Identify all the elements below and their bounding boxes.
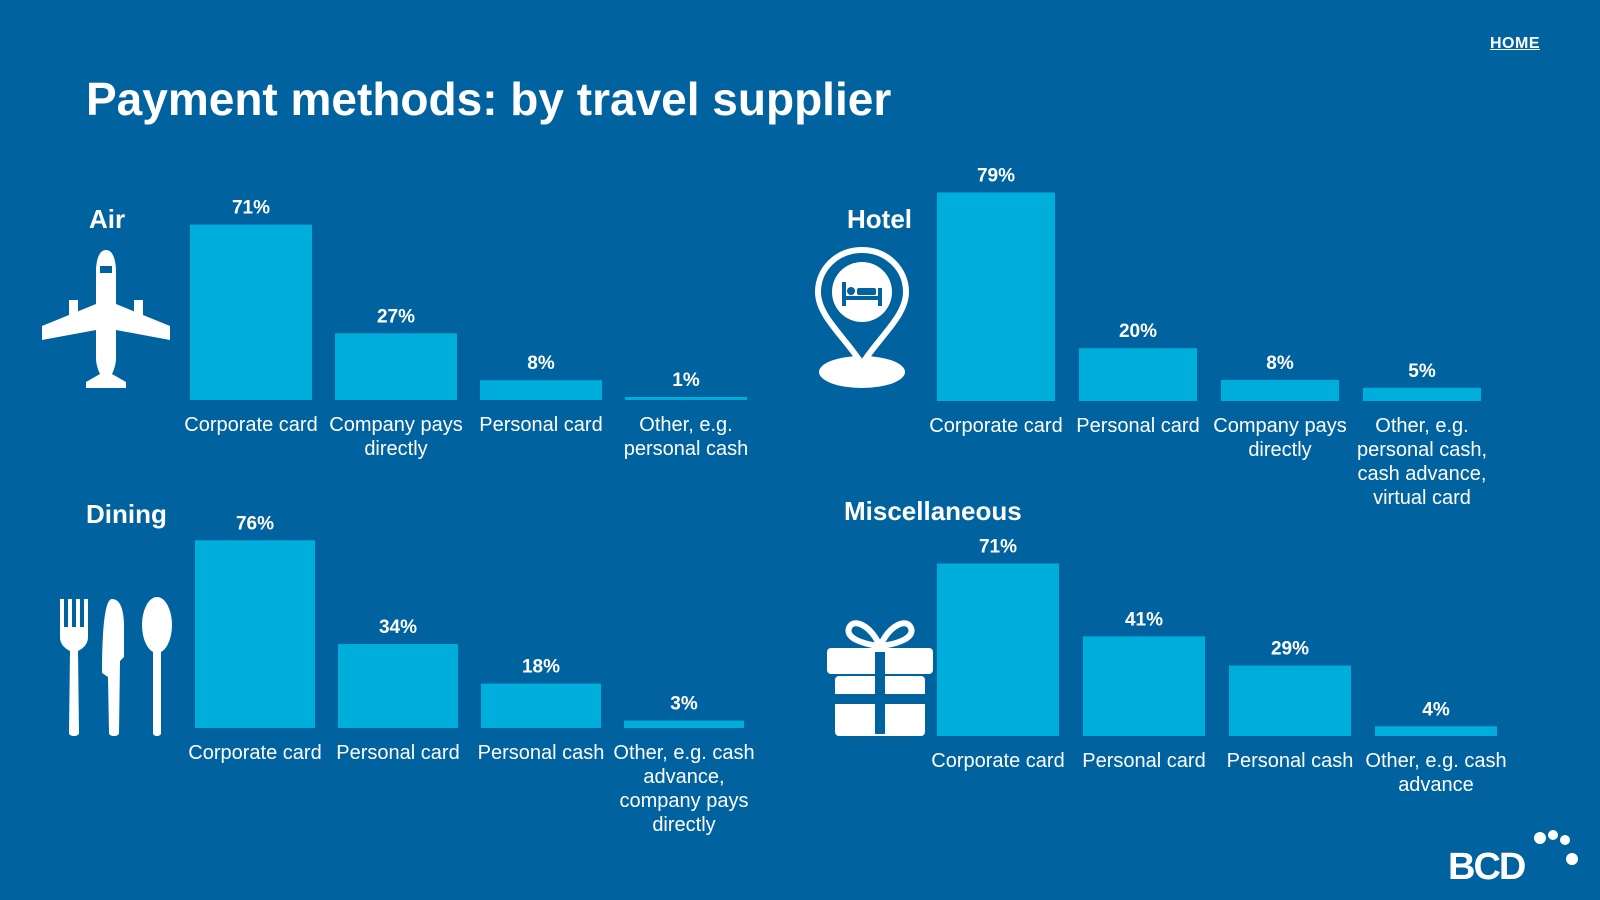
miscellaneous-value-label-1: 71%	[979, 536, 1017, 557]
dining-category-label-2: Personal card	[336, 742, 459, 764]
air-panel: Air 71% Corporate card 27% Company pays dire…	[0, 0, 800, 480]
hotel-bar-3	[1221, 379, 1339, 401]
miscellaneous-value-label-3: 29%	[1271, 639, 1309, 660]
air-value-label-3: 8%	[527, 353, 555, 374]
air-bar-4	[625, 397, 747, 400]
air-chart: 71% Corporate card 27% Company pays directly…	[184, 198, 749, 460]
miscellaneous-category-label-4: Other, e.g. cash advance	[1365, 750, 1506, 796]
dining-value-label-3: 18%	[522, 657, 560, 678]
miscellaneous-category-label-1: Corporate card	[931, 750, 1064, 772]
dining-bar-3	[481, 683, 601, 728]
air-title: Air	[89, 204, 126, 234]
home-link[interactable]: HOME	[1490, 35, 1540, 52]
hotel-category-label-2: Personal card	[1076, 415, 1199, 437]
dining-category-label-4: Other, e.g. cash advance, company pays dire…	[613, 742, 754, 836]
gift-icon	[825, 618, 935, 738]
dining-title: Dining	[86, 499, 167, 529]
miscellaneous-panel: Miscellaneous 71% Corporate card 41% Person…	[800, 480, 1600, 820]
miscellaneous-title: Miscellaneous	[844, 496, 1022, 526]
air-category-label-4: Other, e.g. personal cash	[624, 414, 749, 460]
miscellaneous-bar-4	[1375, 726, 1497, 736]
air-value-label-2: 27%	[377, 306, 415, 327]
dining-chart: 76% Corporate card 34% Personal card 18% Pers…	[188, 513, 754, 836]
dining-category-label-3: Personal cash	[478, 742, 605, 764]
dining-panel: Dining 76% Corporate card 34% Personal card…	[0, 480, 800, 860]
hotel-category-label-4: Other, e.g. personal cash, cash advance, vi…	[1357, 415, 1487, 509]
hotel-value-label-2: 20%	[1119, 321, 1157, 342]
dining-bar-4	[624, 720, 744, 728]
bcd-logo: BCD	[1446, 828, 1578, 888]
page-title: Payment methods: by travel supplier	[86, 73, 892, 125]
dining-value-label-4: 3%	[670, 694, 698, 715]
dining-value-label-1: 76%	[236, 513, 274, 534]
hotel-category-label-1: Corporate card	[929, 415, 1062, 437]
air-value-label-1: 71%	[232, 198, 270, 219]
miscellaneous-chart: 71% Corporate card 41% Personal card 29% Pers…	[931, 536, 1506, 796]
miscellaneous-bar-2	[1083, 636, 1205, 736]
dining-bar-2	[338, 644, 458, 728]
hotel-category-label-3: Company pays directly	[1213, 415, 1346, 461]
hotel-panel: Hotel 79% Corporate card 20% Personal card 8…	[800, 0, 1600, 520]
dining-bar-1	[195, 540, 315, 728]
miscellaneous-value-label-2: 41%	[1125, 609, 1163, 630]
hotel-value-label-3: 8%	[1266, 353, 1294, 374]
hotel-bar-1	[937, 192, 1055, 401]
miscellaneous-value-label-4: 4%	[1422, 699, 1450, 720]
air-category-label-3: Personal card	[479, 414, 602, 436]
air-bar-3	[480, 380, 602, 400]
miscellaneous-category-label-2: Personal card	[1082, 750, 1205, 772]
hotel-title: Hotel	[847, 204, 912, 234]
air-category-label-1: Corporate card	[184, 414, 317, 436]
miscellaneous-category-label-3: Personal cash	[1227, 750, 1354, 772]
hotel-pin-icon	[812, 246, 912, 390]
dining-value-label-2: 34%	[379, 617, 417, 638]
svg-text:BCD: BCD	[1448, 846, 1525, 884]
hotel-value-label-4: 5%	[1408, 361, 1436, 382]
dining-category-label-1: Corporate card	[188, 742, 321, 764]
hotel-bar-2	[1079, 348, 1197, 401]
air-bar-2	[335, 333, 457, 400]
hotel-bar-4	[1363, 387, 1481, 401]
hotel-chart: 79% Corporate card 20% Personal card 8% Compa…	[929, 165, 1487, 509]
airplane-icon	[38, 246, 174, 388]
air-value-label-4: 1%	[672, 370, 700, 391]
cutlery-icon	[58, 597, 178, 739]
hotel-value-label-1: 79%	[977, 165, 1015, 186]
miscellaneous-bar-1	[937, 563, 1059, 736]
air-bar-1	[190, 224, 312, 400]
air-category-label-2: Company pays directly	[329, 414, 462, 460]
miscellaneous-bar-3	[1229, 665, 1351, 736]
